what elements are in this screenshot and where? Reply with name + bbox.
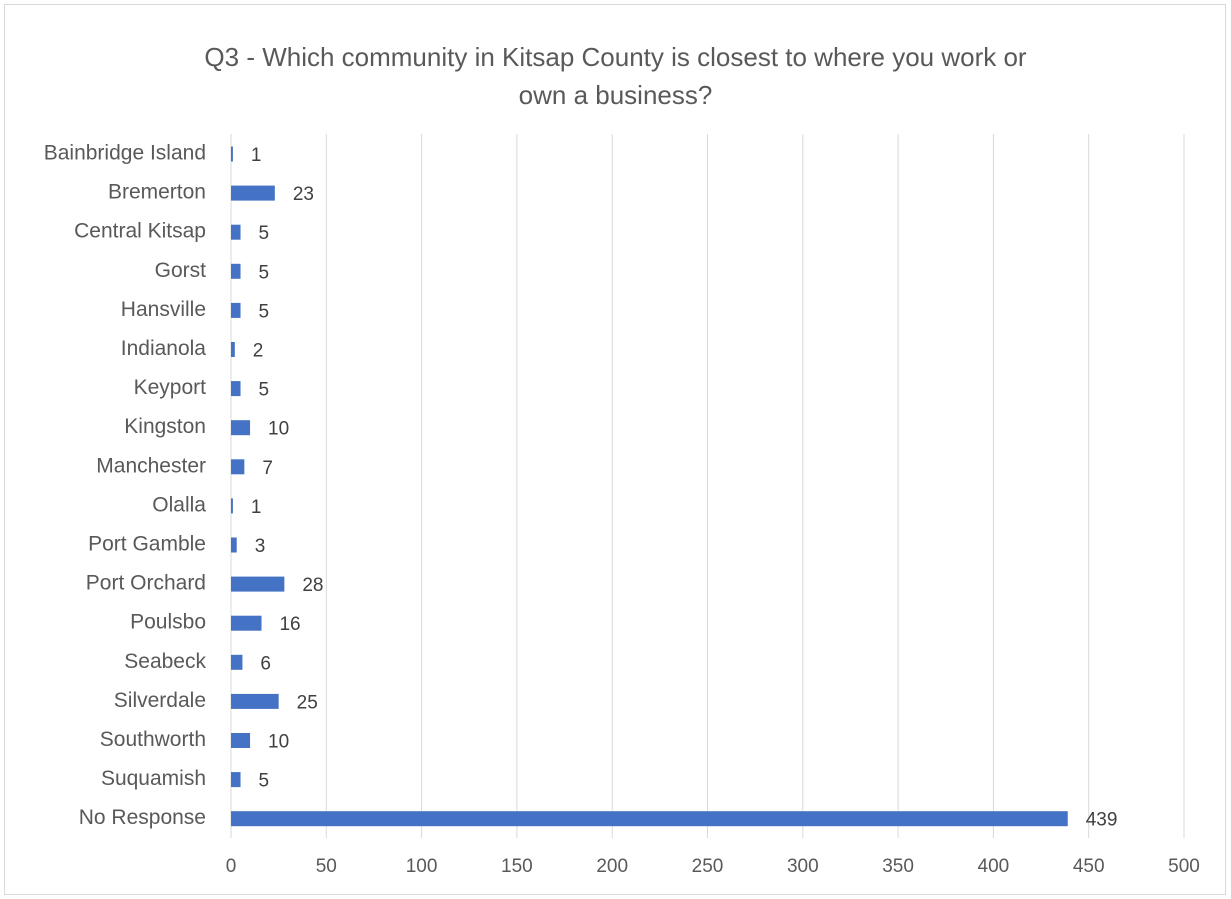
category-label-16: Suquamish (101, 767, 206, 790)
bar-0 (231, 146, 233, 162)
category-label-17: No Response (79, 806, 206, 829)
category-label-3: Gorst (155, 259, 207, 282)
x-tick-label-0: 0 (226, 856, 237, 877)
x-tick-label-2: 100 (406, 856, 438, 877)
data-label-11: 28 (302, 575, 323, 596)
category-label-13: Seabeck (124, 650, 206, 673)
data-label-1: 23 (293, 184, 314, 205)
chart-title-line-2: own a business? (518, 80, 713, 110)
data-label-4: 5 (259, 301, 270, 322)
bars (231, 146, 1068, 827)
bar-4 (231, 302, 241, 318)
category-label-11: Port Orchard (86, 572, 206, 595)
bar-6 (231, 381, 241, 397)
bar-9 (231, 498, 233, 514)
chart-title-line-1: Q3 - Which community in Kitsap County is… (204, 42, 1027, 72)
data-label-3: 5 (259, 262, 270, 283)
data-label-9: 1 (251, 497, 262, 518)
data-label-5: 2 (253, 341, 264, 362)
bar-3 (231, 263, 241, 279)
category-label-4: Hansville (121, 298, 206, 321)
bar-17 (231, 811, 1068, 827)
chart-frame (4, 4, 1226, 895)
category-labels: Bainbridge Island Bremerton Central Kitsap… (44, 142, 207, 830)
x-tick-label-6: 300 (787, 856, 819, 877)
category-label-8: Manchester (96, 454, 206, 477)
x-axis-tick-labels: 0 50 100 150 200 250 300 350 400 450 500 (226, 856, 1200, 877)
x-tick-label-1: 50 (316, 856, 337, 877)
category-label-10: Port Gamble (88, 533, 206, 556)
bar-11 (231, 576, 285, 592)
data-label-8: 7 (262, 458, 273, 479)
category-label-12: Poulsbo (130, 611, 206, 634)
x-tick-label-9: 450 (1073, 856, 1105, 877)
bar-1 (231, 185, 275, 201)
category-label-1: Bremerton (108, 181, 206, 204)
data-label-17: 439 (1086, 810, 1118, 831)
data-label-13: 6 (260, 653, 271, 674)
x-tick-label-8: 400 (978, 856, 1010, 877)
bar-15 (231, 733, 251, 748)
bar-16 (231, 772, 241, 788)
data-label-15: 10 (268, 732, 289, 753)
x-tick-label-10: 500 (1168, 856, 1200, 877)
data-label-6: 5 (259, 380, 270, 401)
data-label-14: 25 (297, 692, 318, 713)
bar-5 (231, 342, 235, 357)
data-label-12: 16 (279, 614, 300, 635)
bar-8 (231, 459, 245, 475)
category-label-9: Olalla (152, 493, 206, 516)
x-tick-label-5: 250 (692, 856, 724, 877)
data-label-16: 5 (259, 771, 270, 792)
gridlines (230, 134, 1185, 838)
data-label-7: 10 (268, 419, 289, 440)
x-tick-label-4: 200 (596, 856, 628, 877)
category-label-15: Southworth (100, 728, 206, 751)
x-tick-label-7: 350 (882, 856, 914, 877)
category-label-14: Silverdale (114, 689, 206, 712)
chart-title: Q3 - Which community in Kitsap County is… (0, 38, 1231, 114)
bar-10 (231, 537, 237, 553)
data-label-0: 1 (251, 145, 262, 166)
x-tick-label-3: 150 (501, 856, 533, 877)
data-label-2: 5 (259, 223, 270, 244)
bar-13 (231, 654, 243, 670)
category-label-2: Central Kitsap (74, 220, 206, 243)
category-label-5: Indianola (121, 337, 207, 360)
data-label-10: 3 (255, 536, 266, 557)
category-label-7: Kingston (124, 415, 206, 438)
bar-7 (231, 420, 251, 436)
bar-14 (231, 693, 279, 709)
bar-2 (231, 224, 241, 240)
category-label-6: Keyport (134, 376, 207, 399)
category-label-0: Bainbridge Island (44, 142, 206, 165)
bar-12 (231, 615, 262, 631)
